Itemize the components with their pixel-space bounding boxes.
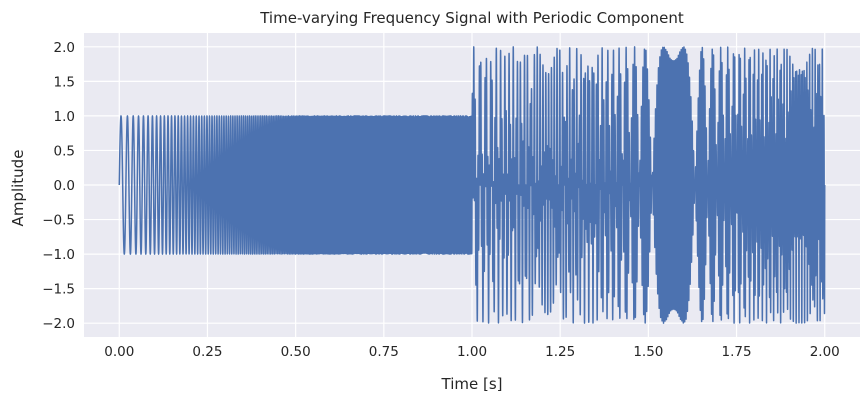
signal-series-line bbox=[118, 46, 826, 324]
x-tick-label: 0.25 bbox=[192, 344, 222, 360]
x-tick-label: 0.50 bbox=[281, 344, 311, 360]
x-axis-label: Time [s] bbox=[441, 375, 503, 393]
y-tick-label: −1.0 bbox=[42, 247, 75, 263]
y-tick-label: 1.0 bbox=[54, 109, 75, 125]
x-tick-label: 1.25 bbox=[545, 344, 575, 360]
x-tick-label: 1.00 bbox=[457, 344, 487, 360]
x-tick-label: 0.75 bbox=[369, 344, 399, 360]
chart-title: Time-varying Frequency Signal with Perio… bbox=[259, 9, 684, 27]
y-tick-label: 1.5 bbox=[54, 74, 75, 90]
y-tick-label: 0.0 bbox=[54, 178, 75, 194]
x-tick-label: 1.50 bbox=[633, 344, 663, 360]
y-axis-label: Amplitude bbox=[9, 150, 27, 227]
y-tick-label: 2.0 bbox=[54, 40, 75, 56]
tick-layer: 0.00 0.25 0.50 0.75 1.00 1.25 1.50 1.75 2.00 2.0 1… bbox=[42, 40, 840, 360]
x-tick-label: 0.00 bbox=[104, 344, 134, 360]
y-tick-label: 0.5 bbox=[54, 143, 75, 159]
x-tick-label: 2.00 bbox=[810, 344, 840, 360]
y-tick-label: −2.0 bbox=[42, 316, 75, 332]
y-tick-label: −1.5 bbox=[42, 282, 75, 298]
y-tick-label: −0.5 bbox=[42, 213, 75, 229]
x-tick-label: 1.75 bbox=[722, 344, 752, 360]
